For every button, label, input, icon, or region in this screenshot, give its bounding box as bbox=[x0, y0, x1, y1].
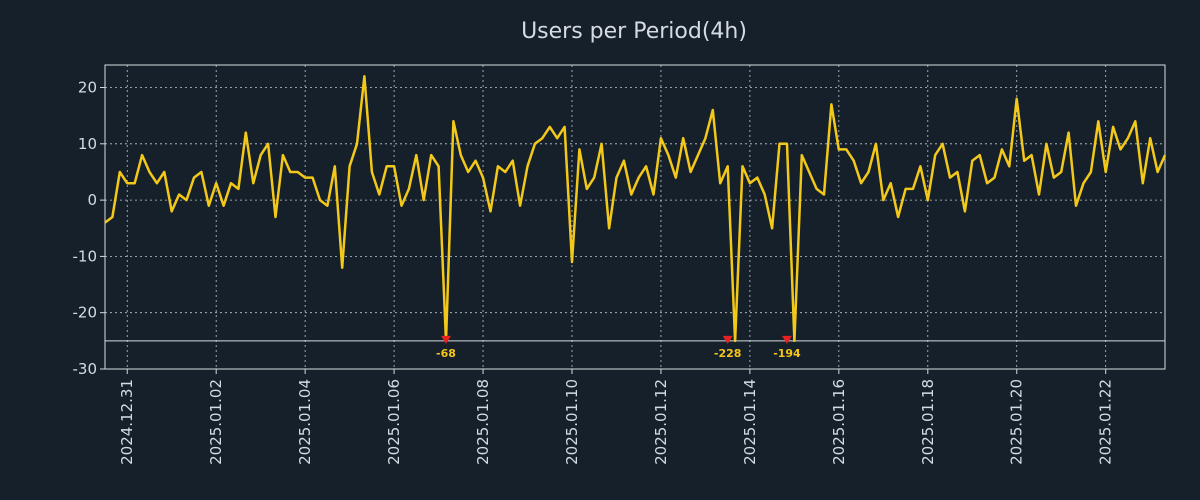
outlier-marker bbox=[722, 335, 733, 344]
y-tick-label: -10 bbox=[73, 247, 98, 265]
x-tick-label: 2025.01.22 bbox=[1097, 379, 1115, 465]
y-tick-label: 0 bbox=[87, 191, 97, 209]
plot-frame bbox=[104, 64, 1166, 370]
x-tick-label: 2025.01.02 bbox=[207, 379, 225, 465]
outlier-marker bbox=[440, 335, 451, 344]
annotations: -68 -228 -194 bbox=[436, 335, 801, 360]
x-tick-label: 2025.01.16 bbox=[830, 379, 848, 465]
y-tick-label: 20 bbox=[78, 79, 97, 97]
y-tick-label: -20 bbox=[73, 304, 98, 322]
outlier-label: -194 bbox=[773, 347, 801, 360]
chart-title: Users per Period(4h) bbox=[521, 19, 747, 44]
grid bbox=[105, 65, 1165, 369]
x-tick-label: 2024.12.31 bbox=[118, 379, 136, 465]
x-tick-label: 2025.01.10 bbox=[563, 379, 581, 465]
x-tick-label: 2025.01.14 bbox=[741, 379, 759, 465]
x-tick-label: 2025.01.20 bbox=[1008, 379, 1026, 465]
series-line-users bbox=[104, 75, 1167, 343]
x-tick-label: 2025.01.04 bbox=[296, 379, 314, 465]
x-tick-label: 2025.01.18 bbox=[919, 379, 937, 465]
x-tick-label: 2025.01.06 bbox=[385, 379, 403, 465]
outlier-marker bbox=[781, 335, 792, 344]
outlier-label: -68 bbox=[436, 347, 456, 360]
y-axis: 20 10 0 -10 -20 -30 bbox=[73, 79, 105, 378]
y-tick-label: -30 bbox=[73, 360, 98, 378]
x-tick-label: 2025.01.12 bbox=[652, 379, 670, 465]
outlier-label: -228 bbox=[714, 347, 742, 360]
x-tick-label: 2025.01.08 bbox=[474, 379, 492, 465]
y-tick-label: 10 bbox=[78, 135, 97, 153]
x-axis: 2024.12.31 2025.01.02 2025.01.04 2025.01.06… bbox=[118, 369, 1115, 465]
